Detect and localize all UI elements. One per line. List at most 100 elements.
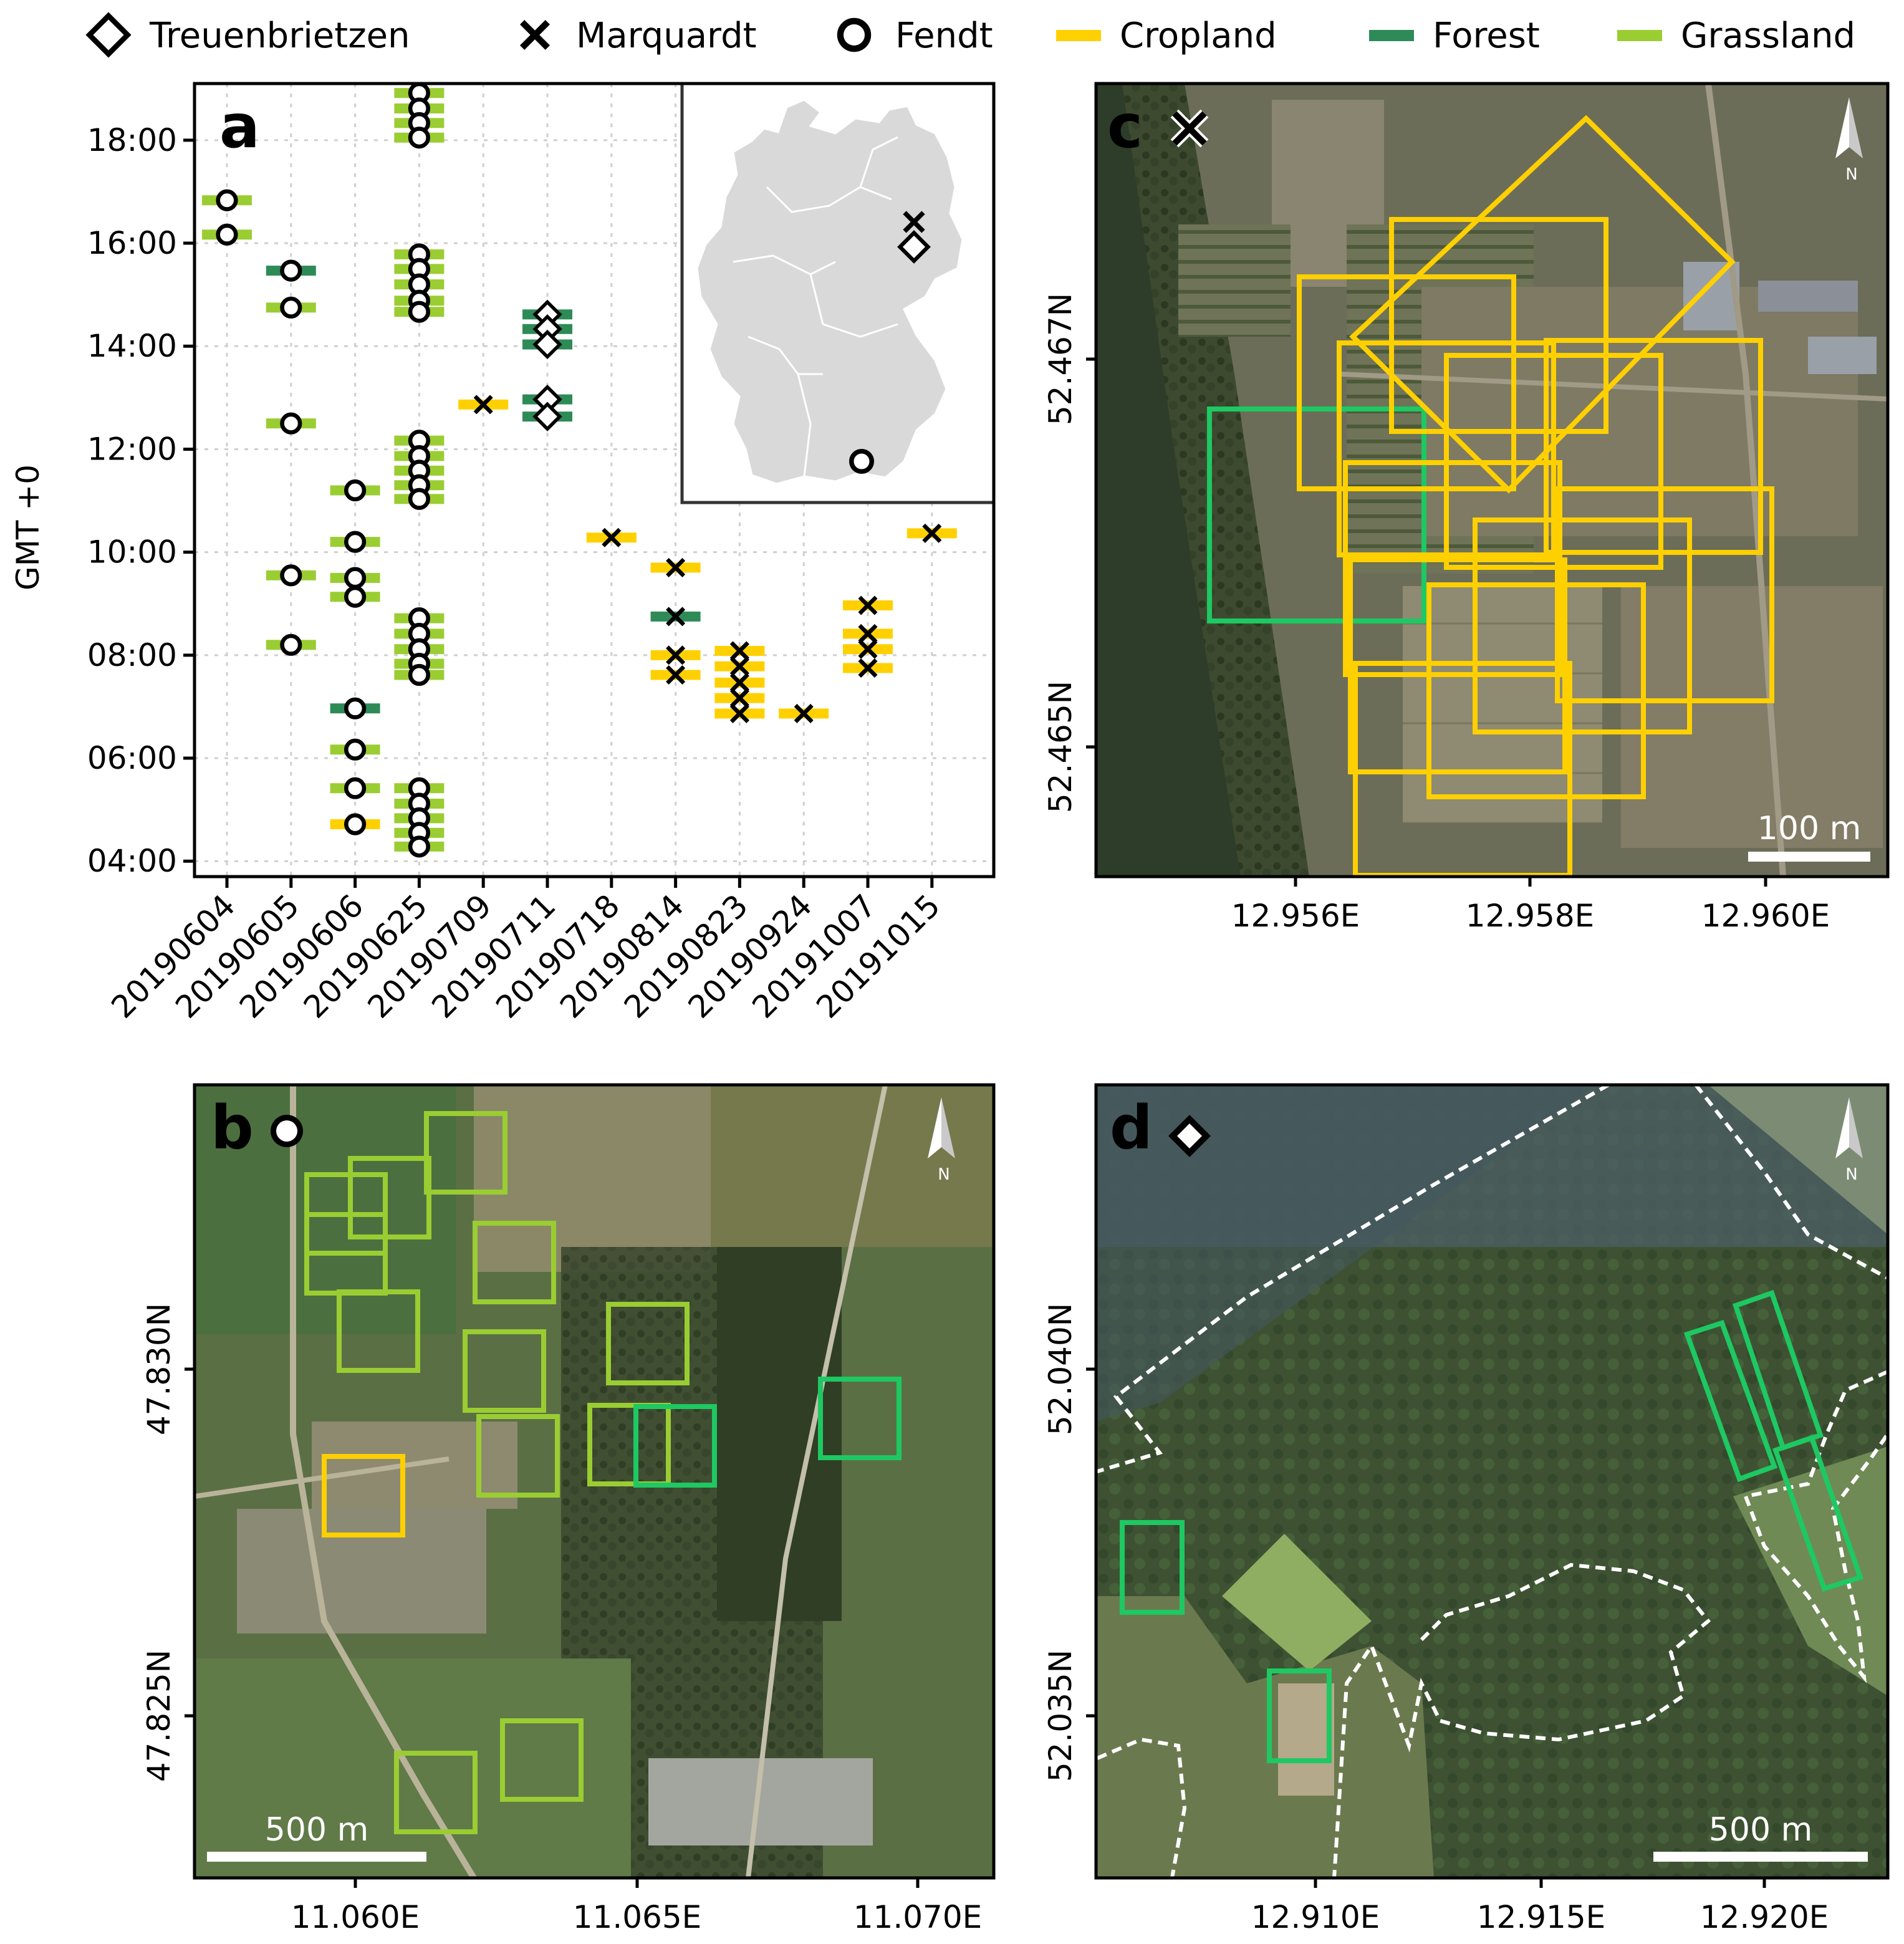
footprint-box xyxy=(500,1718,584,1802)
footprint-box xyxy=(1473,517,1692,734)
panel-c-scale-bar xyxy=(1748,852,1870,862)
legend-label: Marquardt xyxy=(576,16,757,56)
footprint-box xyxy=(394,1751,478,1834)
x-tick-label: 11.060E xyxy=(291,1899,420,1935)
legend-item-marquardt: Marquardt xyxy=(519,16,757,56)
data-point-diamond xyxy=(532,329,562,360)
panel-d-site-marker xyxy=(1168,1115,1211,1157)
y-tick-label: 06:00 xyxy=(87,740,177,776)
data-point-circle xyxy=(344,813,367,835)
data-point-cross xyxy=(666,607,686,627)
footprint-box xyxy=(1120,1520,1185,1615)
panel-a-x-axis: 2019060420190605201906062019062520190709… xyxy=(105,877,947,1025)
footprint-box xyxy=(1389,217,1608,434)
y-tick-label: 52.040N xyxy=(1042,1303,1079,1435)
data-point-circle xyxy=(408,663,431,686)
data-point-cross xyxy=(922,523,942,543)
panel-a-letter: a xyxy=(219,92,260,161)
x-tick-label: 12.910E xyxy=(1251,1899,1380,1935)
legend-cross-icon xyxy=(519,19,551,51)
panel-c-axes: 12.956E 12.958E 12.960E 52.467N 52.465N xyxy=(1042,293,1830,934)
data-point-cross xyxy=(666,665,686,685)
footprint-box xyxy=(606,1302,690,1385)
panel-d-footprints xyxy=(1120,1289,1864,1763)
y-tick-label: 12:00 xyxy=(87,431,177,467)
y-tick-label: 52.035N xyxy=(1042,1650,1079,1782)
data-point-cross xyxy=(666,645,686,665)
panel-c-frame xyxy=(1094,82,1890,878)
panel-d-scale-label: 500 m xyxy=(1709,1811,1812,1849)
panel-d-boundaries xyxy=(1096,1085,1888,1878)
north-arrow-icon: N xyxy=(928,1097,955,1184)
svg-text:N: N xyxy=(938,1165,950,1184)
svg-text:N: N xyxy=(1845,1165,1857,1184)
panel-d-scale-bar xyxy=(1653,1852,1868,1862)
footprint-box xyxy=(473,1221,556,1304)
inset-marquardt-marker xyxy=(903,211,925,233)
footprint-box xyxy=(1426,582,1646,799)
legend-label: Treuenbrietzen xyxy=(149,16,410,56)
data-point-cross xyxy=(729,688,749,708)
x-tick-label: 12.958E xyxy=(1466,898,1595,934)
panel-b-footprints xyxy=(304,1111,902,1834)
panel-d-letter: d xyxy=(1110,1093,1153,1163)
footprint-box xyxy=(337,1289,420,1373)
x-tick-label: 11.070E xyxy=(853,1899,983,1935)
y-tick-label: 47.825N xyxy=(141,1650,177,1782)
legend-swatch xyxy=(1617,30,1662,41)
north-arrow-icon: N xyxy=(1835,97,1863,184)
footprint-box xyxy=(1732,1289,1824,1451)
data-point-circle xyxy=(216,223,238,246)
legend-item-forest: Forest xyxy=(1369,16,1540,56)
legend-swatch xyxy=(1369,30,1414,41)
data-point-circle xyxy=(344,567,367,589)
footprint-box xyxy=(818,1377,902,1460)
x-tick-label: 12.920E xyxy=(1700,1899,1829,1935)
data-point-circle xyxy=(344,697,367,719)
inset-fendt-marker xyxy=(849,449,874,474)
data-point-cross xyxy=(666,557,686,577)
y-tick-label: 04:00 xyxy=(87,843,177,879)
data-point-circle xyxy=(280,633,302,656)
x-tick-label: 11.065E xyxy=(573,1899,702,1935)
footprint-box xyxy=(424,1111,507,1195)
panel-d-axes: 12.910E 12.915E 12.920E 52.040N 52.035N xyxy=(1042,1303,1829,1935)
x-tick-label: 12.960E xyxy=(1701,898,1830,934)
data-point-circle xyxy=(216,189,238,211)
footprint-box xyxy=(1349,115,1736,494)
x-tick-label: 12.956E xyxy=(1231,898,1360,934)
germany-outline xyxy=(696,99,964,485)
footprint-box xyxy=(1683,1320,1778,1483)
footprint-box xyxy=(1297,274,1516,491)
legend: Treuenbrietzen Marquardt Fendt Cropland Fore… xyxy=(85,12,1855,58)
legend-swatch xyxy=(1056,30,1101,41)
legend-item-fendt: Fendt xyxy=(837,16,993,56)
data-point-cross xyxy=(858,595,878,615)
legend-label: Forest xyxy=(1433,16,1540,56)
legend-label: Fendt xyxy=(895,16,993,56)
legend-label: Cropland xyxy=(1120,16,1277,56)
panel-b-scale-bar xyxy=(207,1852,426,1862)
footprint-box xyxy=(1772,1434,1864,1592)
data-point-circle xyxy=(408,301,431,323)
legend-label: Grassland xyxy=(1681,16,1855,56)
panel-c-satellite-image xyxy=(1096,84,1888,877)
panel-a: 04:00 06:00 08:00 10:00 12:00 14:00 16:00 18:00… xyxy=(10,82,996,1025)
y-tick-label: 08:00 xyxy=(87,637,177,673)
footprint-box xyxy=(633,1404,717,1488)
panel-a-y-axis: 04:00 06:00 08:00 10:00 12:00 14:00 16:00 18:00 xyxy=(87,122,195,879)
panel-a-marks xyxy=(202,84,957,858)
data-point-circle xyxy=(280,259,302,282)
panel-b-satellite-image xyxy=(195,1085,994,1878)
data-point-cross xyxy=(473,395,493,415)
data-point-circle xyxy=(408,835,431,858)
y-tick-label: 10:00 xyxy=(87,534,177,570)
legend-item-treuenbrietzen: Treuenbrietzen xyxy=(85,12,410,58)
panel-b-scale-label: 500 m xyxy=(265,1811,368,1849)
panel-c-letter: c xyxy=(1107,92,1143,161)
panel-a-frame xyxy=(193,82,996,878)
x-tick-label: 12.915E xyxy=(1477,1899,1606,1935)
panel-c-site-marker xyxy=(1170,109,1209,148)
